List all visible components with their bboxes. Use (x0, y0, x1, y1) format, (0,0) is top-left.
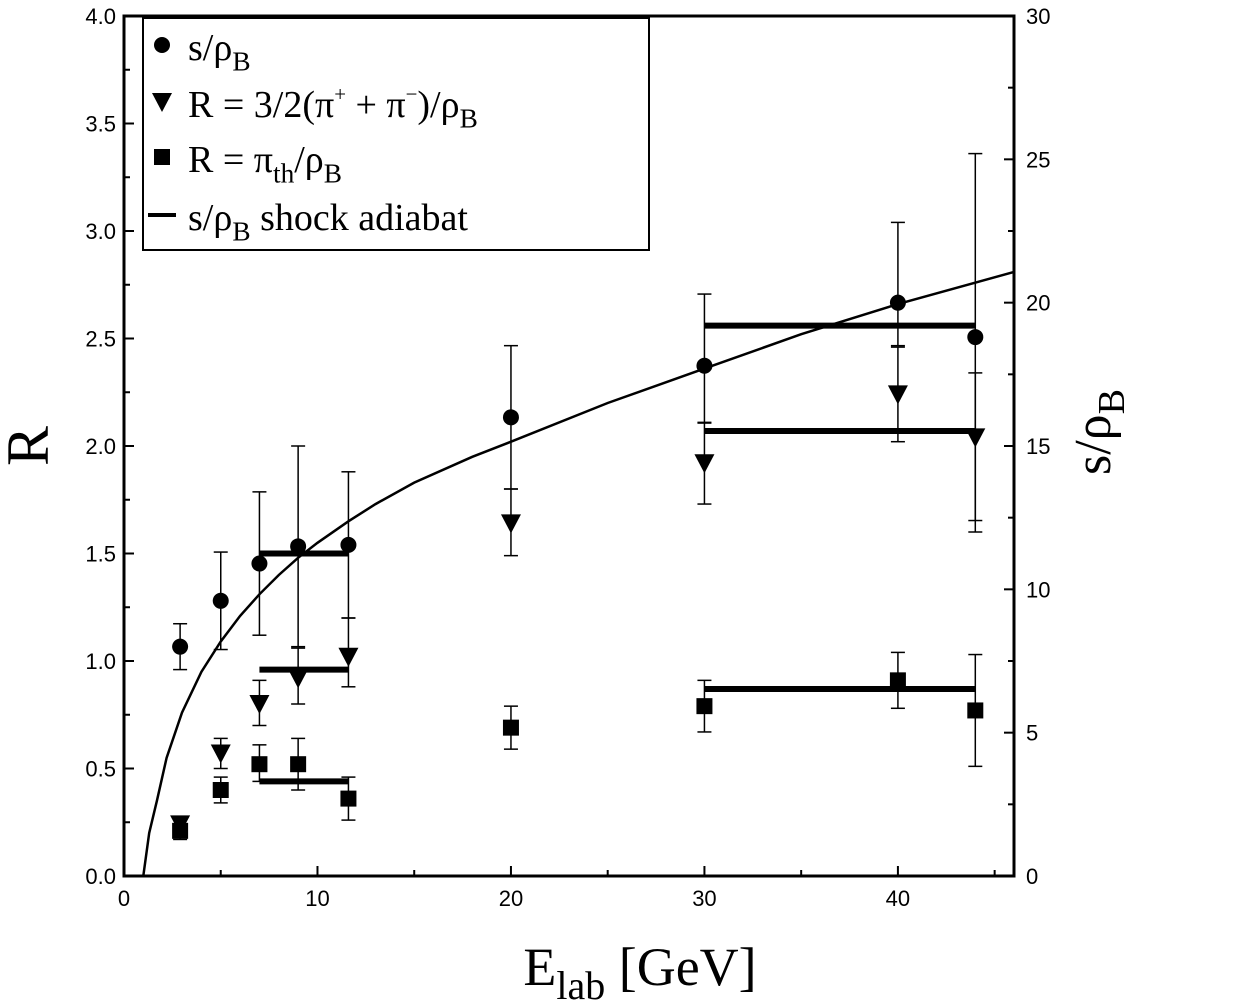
legend: s/ρB​R = 3/2(π+​ + π−​)/ρB​R = πth​/ρB​ s… (142, 17, 650, 251)
legend-entry-label-part: + (334, 82, 346, 106)
circle-data-point (172, 638, 189, 655)
square-data-point (889, 672, 906, 689)
legend-entry-label-part: B (232, 47, 250, 77)
x-tick-label: 10 (305, 886, 329, 911)
data-markers (170, 294, 986, 839)
triangle-down-data-point (338, 647, 359, 667)
triangle-down-data-point (500, 514, 521, 534)
legend-entry-label: R = 3/2(π+​ + π−​)/ρB​ (188, 82, 478, 134)
y-right-tick-label: 5 (1026, 721, 1038, 746)
legend-square-icon (154, 149, 170, 165)
legend-entry-label: R = πth​/ρB​ (188, 139, 342, 189)
y-left-tick-label: 0.0 (85, 864, 116, 889)
y-left-tick-label: 0.5 (85, 757, 116, 782)
legend-entry-label: s/ρB​ shock adiabat (188, 197, 468, 247)
y-left-tick-label: 1.0 (85, 649, 116, 674)
shock-adiabat-line (142, 270, 1015, 877)
circle-data-point (212, 592, 229, 609)
y-right-tick-label: 0 (1026, 864, 1038, 889)
y-right-tick-label: 15 (1026, 434, 1050, 459)
x-tick-label: 20 (499, 886, 523, 911)
legend-entry-label-part: th (273, 159, 295, 189)
legend-entry-label: s/ρB​ (188, 27, 251, 77)
legend-entry-label-part: R = 3/2(π (188, 84, 334, 126)
error-bars (173, 152, 983, 841)
square-data-point (340, 790, 357, 807)
y-left-tick-label: 4.0 (85, 4, 116, 29)
legend-entry-label-part: B (460, 104, 478, 134)
x-axis-title-part: lab (556, 963, 605, 1007)
y-right-tick-label: 20 (1026, 291, 1050, 316)
y-left-tick-label: 3.0 (85, 219, 116, 244)
square-data-point (502, 719, 519, 736)
y-right-axis-title-part: s/ρ (1065, 414, 1122, 475)
x-tick-label: 0 (118, 886, 130, 911)
circle-data-point (889, 294, 906, 311)
circle-data-point (967, 329, 984, 346)
y-left-tick-label: 2.5 (85, 327, 116, 352)
triangle-down-data-point (887, 385, 908, 405)
y-right-axis-title: s/ρB (1065, 389, 1133, 475)
square-data-point (251, 756, 268, 773)
legend-entry-label-part: shock adiabat (251, 197, 469, 239)
legend-entry-label-part: /ρ (294, 139, 324, 181)
legend-entry-label-part: s/ρ (188, 197, 232, 239)
horizontal-bands (259, 322, 976, 785)
legend-triangle-down-icon (152, 93, 172, 112)
legend-entry-label-part: B (232, 217, 250, 247)
axes: 0 10 20 30 40 0.0 0.5 1.0 1.5 2.0 2.5 3.0 3.5 4.0 0 5 10… (0, 4, 1133, 1007)
legend-box (142, 17, 650, 251)
circle-data-point (340, 536, 357, 553)
square-data-point (696, 698, 713, 715)
square-data-point (172, 822, 189, 839)
triangle-down-data-point (210, 744, 231, 764)
shock-adiabat-curve (142, 270, 1015, 877)
x-axis-title-part: E (523, 937, 556, 997)
y-right-axis-title-part: B (1091, 389, 1133, 414)
legend-entry-label-part: R = π (188, 139, 273, 181)
y-left-tick-label: 2.0 (85, 434, 116, 459)
square-data-point (967, 702, 984, 719)
legend-entry-label-part: B (324, 159, 342, 189)
square-data-point (290, 756, 307, 773)
y-right-tick-label: 10 (1026, 577, 1050, 602)
legend-entry-label-part: + π (346, 84, 406, 126)
square-data-point (212, 782, 229, 798)
x-axis-title-part: [GeV] (605, 937, 756, 997)
x-tick-label: 40 (886, 886, 910, 911)
triangle-down-data-point (249, 695, 270, 714)
circle-data-point (251, 555, 268, 572)
circle-data-point (502, 409, 519, 426)
legend-entry-label-part: − (406, 82, 418, 106)
circle-data-point (290, 538, 307, 555)
x-axis-title: Elab [GeV] (523, 937, 756, 1007)
triangle-down-data-point (288, 669, 309, 689)
y-left-axis-title: R (0, 426, 61, 466)
circle-data-point (696, 357, 713, 374)
triangle-down-data-point (694, 454, 715, 474)
x-tick-label: 30 (692, 886, 716, 911)
triangle-down-data-point (965, 428, 986, 448)
y-left-tick-label: 3.5 (85, 112, 116, 137)
legend-entry-label-part: )/ρ (417, 84, 459, 126)
y-left-tick-label: 1.5 (85, 542, 116, 567)
y-right-tick-label: 25 (1026, 147, 1050, 172)
legend-circle-icon (154, 37, 170, 53)
legend-entry-label-part: s/ρ (188, 27, 232, 69)
y-right-tick-label: 30 (1026, 4, 1050, 29)
